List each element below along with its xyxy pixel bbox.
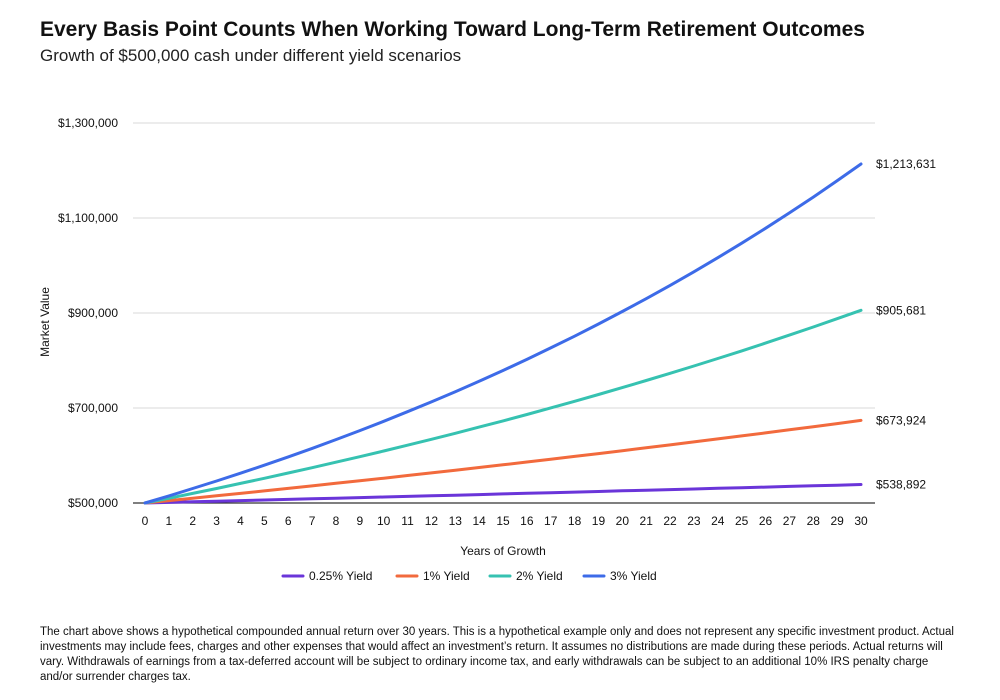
x-tick-label: 18 — [568, 514, 582, 528]
x-tick-label: 11 — [401, 514, 414, 528]
x-tick-label: 23 — [687, 514, 701, 528]
x-tick-label: 27 — [783, 514, 797, 528]
y-axis: $500,000 $700,000 $900,000 $1,100,000 $1,300… — [58, 116, 118, 510]
x-tick-label: 6 — [285, 514, 292, 528]
series-end-label: $538,892 — [876, 478, 926, 492]
legend-label: 3% Yield — [610, 569, 657, 583]
legend-label: 1% Yield — [423, 569, 470, 583]
x-tick-label: 5 — [261, 514, 268, 528]
x-tick-label: 4 — [237, 514, 244, 528]
line-chart: $500,000 $700,000 $900,000 $1,100,000 $1,300… — [38, 116, 936, 583]
chart-subtitle: Growth of $500,000 cash under different … — [40, 46, 462, 65]
x-axis-title: Years of Growth — [460, 544, 546, 558]
x-tick-label: 26 — [759, 514, 773, 528]
series-lines — [143, 162, 863, 505]
x-tick-label: 2 — [189, 514, 196, 528]
x-tick-label: 10 — [377, 514, 391, 528]
end-labels: $538,892 $673,924 $905,681 $1,213,631 — [876, 157, 936, 492]
x-tick-label: 13 — [449, 514, 463, 528]
y-tick-label: $900,000 — [68, 306, 118, 320]
y-tick-label: $1,100,000 — [58, 211, 118, 225]
chart-title: Every Basis Point Counts When Working To… — [40, 18, 865, 41]
series-line — [143, 308, 863, 505]
legend-label: 2% Yield — [516, 569, 563, 583]
x-tick-label: 14 — [472, 514, 486, 528]
y-tick-label: $700,000 — [68, 401, 118, 415]
x-tick-label: 29 — [830, 514, 844, 528]
series-line — [143, 162, 863, 505]
x-axis: 0 1 2 3 4 5 6 7 8 9 10 11 12 13 14 15 16 17 18 19 20 21 22 23 24… — [142, 514, 868, 528]
series-end-label: $673,924 — [876, 413, 926, 427]
x-tick-label: 7 — [309, 514, 316, 528]
x-tick-label: 24 — [711, 514, 725, 528]
x-tick-label: 8 — [333, 514, 340, 528]
x-tick-label: 0 — [142, 514, 149, 528]
x-tick-label: 21 — [640, 514, 654, 528]
x-tick-label: 28 — [807, 514, 821, 528]
x-tick-label: 1 — [166, 514, 173, 528]
x-tick-label: 16 — [520, 514, 534, 528]
x-tick-label: 19 — [592, 514, 606, 528]
legend: 0.25% Yield 1% Yield 2% Yield 3% Yield — [281, 569, 657, 583]
y-tick-label: $1,300,000 — [58, 116, 118, 130]
x-tick-label: 20 — [616, 514, 630, 528]
x-tick-label: 12 — [425, 514, 439, 528]
x-tick-label: 25 — [735, 514, 749, 528]
x-tick-label: 15 — [496, 514, 510, 528]
footnote: The chart above shows a hypothetical com… — [40, 626, 954, 683]
series-end-label: $1,213,631 — [876, 157, 936, 171]
series-line — [143, 483, 863, 505]
y-axis-title: Market Value — [38, 287, 52, 357]
series-line — [143, 418, 863, 505]
y-tick-label: $500,000 — [68, 496, 118, 510]
x-tick-label: 22 — [663, 514, 677, 528]
x-tick-label: 30 — [854, 514, 868, 528]
legend-label: 0.25% Yield — [309, 569, 372, 583]
x-tick-label: 9 — [356, 514, 363, 528]
x-tick-label: 17 — [544, 514, 558, 528]
series-end-label: $905,681 — [876, 303, 926, 317]
grid-lines — [133, 122, 875, 504]
x-tick-label: 3 — [213, 514, 220, 528]
